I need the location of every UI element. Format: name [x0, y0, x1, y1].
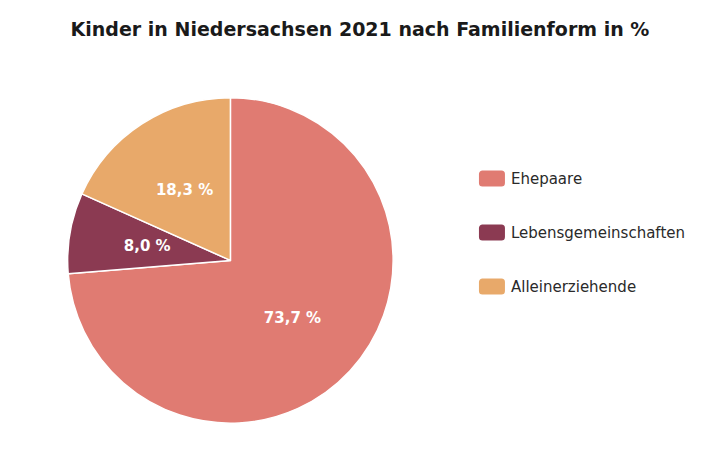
svg-text:Lebensgemeinschaften: Lebensgemeinschaften	[511, 224, 685, 242]
svg-text:73,7 %: 73,7 %	[264, 309, 321, 327]
svg-text:Kinder in Niedersachsen 2021 n: Kinder in Niedersachsen 2021 nach Famili…	[71, 18, 650, 40]
svg-text:Ehepaare: Ehepaare	[511, 170, 582, 188]
svg-text:18,3 %: 18,3 %	[156, 181, 213, 199]
svg-text:8,0 %: 8,0 %	[124, 237, 171, 255]
svg-text:Alleinerziehende: Alleinerziehende	[511, 278, 636, 296]
